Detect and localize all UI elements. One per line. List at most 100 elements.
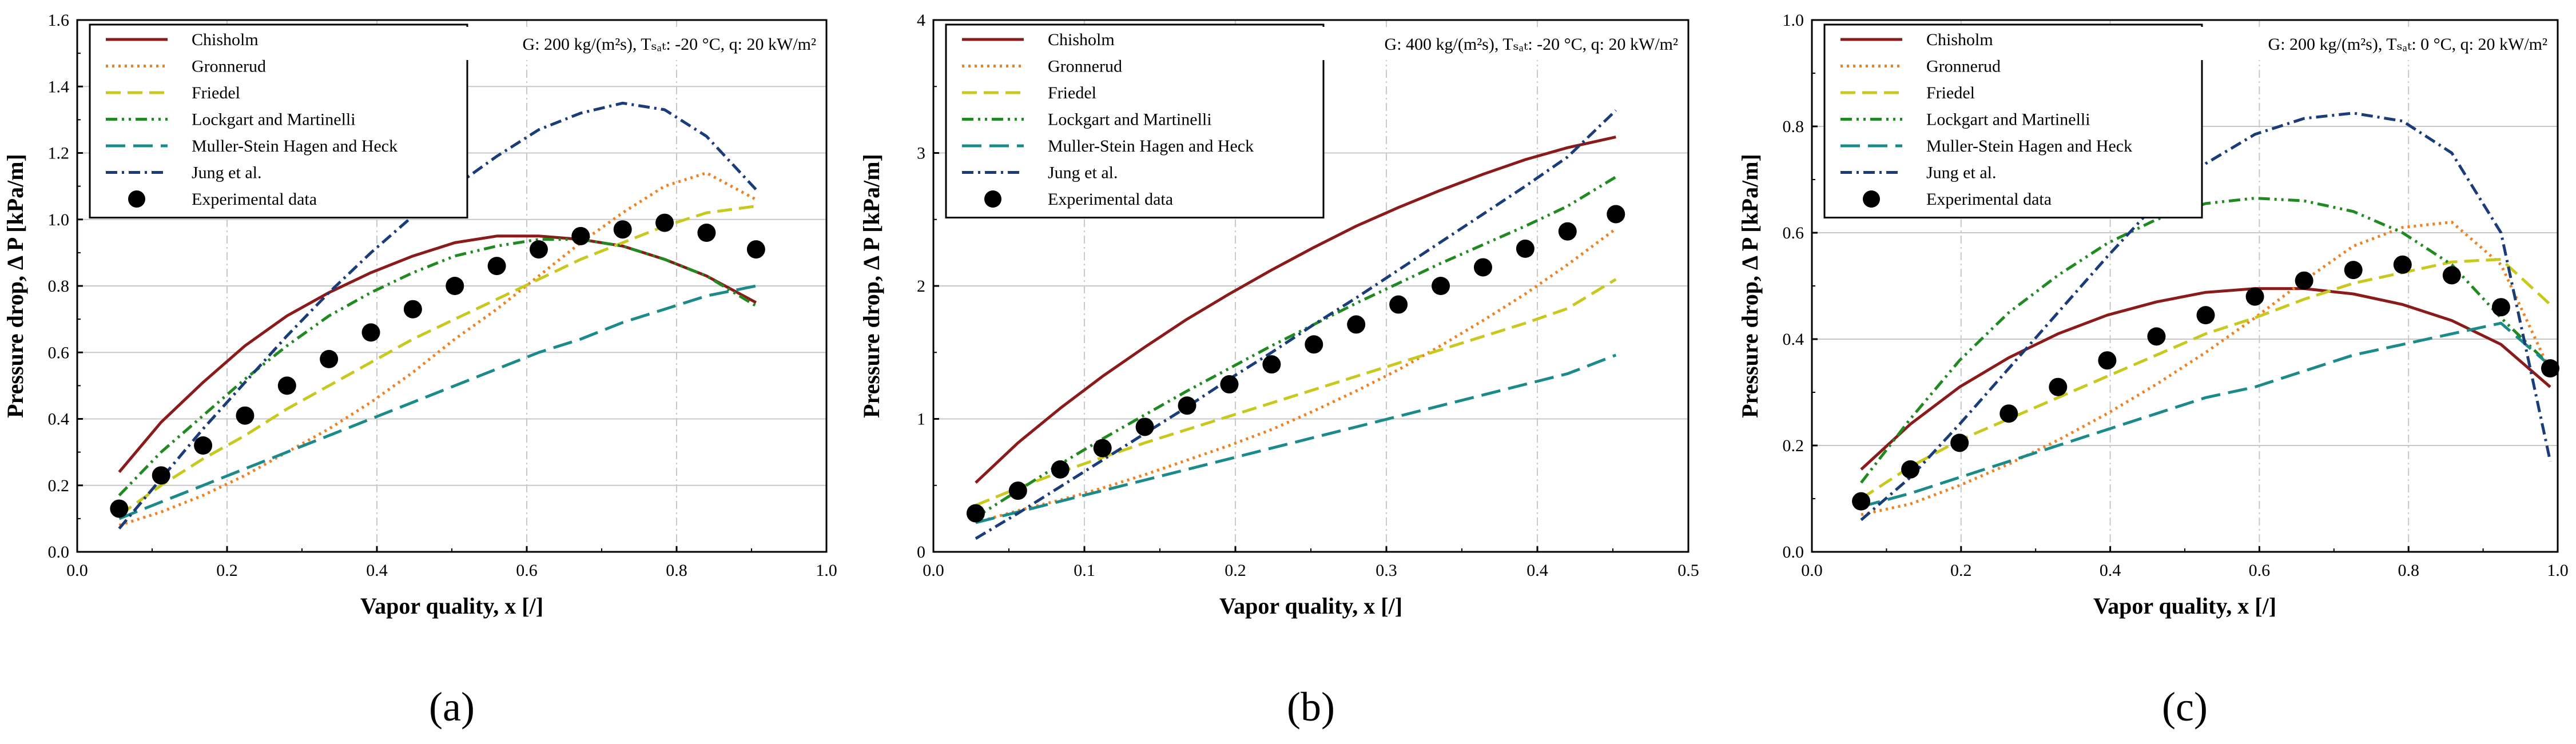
- chart-b-legend-label: Experimental data: [1048, 190, 1173, 209]
- chart-a-experimental-point: [152, 466, 170, 485]
- chart-b-experimental-point: [1389, 295, 1408, 314]
- chart-a-experimental-point: [487, 257, 506, 276]
- chart-a-experimental-point: [194, 436, 213, 455]
- chart-c-legend-label: Jung et al.: [1926, 164, 1996, 182]
- chart-a-legend-label: Friedel: [192, 83, 240, 102]
- chart-b-experimental-point: [1008, 482, 1027, 500]
- chart-c-legend-box: [1823, 23, 2203, 218]
- chart-b-condition-box: G: 400 kg/(m²s), Tₛₐₜ: -20 °C, q: 20 kW/…: [1315, 27, 1681, 60]
- chart-a-legend-label: Jung et al.: [192, 164, 261, 182]
- chart-b-ytick-label: 0: [917, 543, 925, 562]
- chart-b-experimental-point: [1347, 315, 1366, 334]
- chart-c-experimental-point: [1852, 492, 1871, 511]
- chart-c-series-chisholm: [1860, 287, 2551, 471]
- chart-a-xlabel: Vapor quality, x [/]: [360, 593, 543, 619]
- chart-a-ytick-label: 0.4: [48, 410, 70, 429]
- chart-a-xtick-label: 0.8: [666, 561, 687, 580]
- chart-b-legend-label: Chisholm: [1048, 30, 1115, 49]
- chart-b-legend-item-lockgart-and-martinelli: Lockgart and Martinelli: [962, 110, 1212, 129]
- chart-a-legend-label: Chisholm: [192, 30, 259, 49]
- chart-a-series-friedel: [118, 205, 757, 517]
- chart-c-experimental-point: [2393, 255, 2412, 274]
- chart-a-series-gronnerud: [118, 171, 757, 527]
- chart-c-legend-item-muller-stein-hagen-and-heck: Muller-Stein Hagen and Heck: [1840, 137, 2132, 156]
- chart-c-xtick-label: 0.4: [2100, 561, 2121, 580]
- chart-a-ytick-label: 1.6: [48, 11, 70, 30]
- chart-a-condition-bg: [454, 27, 820, 60]
- chart-a-legend: Chisholm Gronnerud Friedel Lockgart and Mar…: [89, 23, 468, 218]
- chart-a-experimental-point: [613, 220, 632, 239]
- chart-c-experimental-point: [2442, 266, 2461, 285]
- chart-b-series-gronnerud: [975, 227, 1617, 524]
- chart-a-ytick-label: 0.6: [48, 343, 70, 362]
- chart-a-legend-label: Gronnerud: [192, 57, 266, 76]
- chart-b-xtick-label: 0.0: [923, 561, 944, 580]
- chart-c-legend-label: Gronnerud: [1926, 57, 2001, 76]
- chart-c-ytick-label: 0.0: [1783, 543, 1804, 562]
- chart-b-legend-label: Gronnerud: [1048, 57, 1122, 76]
- chart-b-series-chisholm: [975, 136, 1616, 484]
- chart-a-experimental-point: [110, 499, 129, 518]
- chart-b-experimental-point: [1262, 355, 1281, 374]
- chart-a-experimental-point: [529, 240, 548, 259]
- chart-c-legend-item-jung-et-al: Jung et al.: [1840, 164, 1996, 182]
- chart-a-ytick-label: 0.2: [48, 476, 70, 495]
- chart-c-legend-swatch: [1863, 190, 1880, 208]
- chart-c-legend-item-lockgart-and-martinelli: Lockgart and Martinelli: [1840, 110, 2090, 129]
- chart-c-experimental-point: [2295, 271, 2313, 290]
- chart-a-legend-label: Lockgart and Martinelli: [192, 110, 356, 129]
- chart-b-legend-item-chisholm: Chisholm: [962, 30, 1115, 49]
- chart-a-legend-item-friedel: Friedel: [106, 83, 240, 102]
- chart-c-ytick-label: 0.2: [1783, 436, 1804, 455]
- chart-c-experimental-point: [1999, 404, 2018, 423]
- chart-c-xtick-label: 0.0: [1801, 561, 1823, 580]
- chart-b-xtick-label: 0.1: [1074, 561, 1095, 580]
- chart-c-experimental-point: [2344, 261, 2363, 280]
- chart-b-ytick-label: 1: [917, 410, 925, 429]
- chart-b-legend-item-gronnerud: Gronnerud: [962, 57, 1122, 76]
- chart-a-legend-item-muller-stein-hagen-and-heck: Muller-Stein Hagen and Heck: [106, 137, 397, 156]
- chart-b-experimental-point: [1093, 439, 1112, 457]
- chart-b-xtick-label: 0.3: [1376, 561, 1397, 580]
- chart-a-legend-label: Muller-Stein Hagen and Heck: [192, 137, 397, 156]
- chart-a-xtick-label: 0.6: [516, 561, 538, 580]
- chart-b-legend-label: Lockgart and Martinelli: [1048, 110, 1212, 129]
- chart-a-series-chisholm: [118, 234, 757, 474]
- chart-b-legend-label: Friedel: [1048, 83, 1096, 102]
- chart-a-legend-item-experimental-data: Experimental data: [128, 190, 317, 209]
- chart-c-xtick-label: 0.2: [1950, 561, 1972, 580]
- chart-b-legend-item-muller-stein-hagen-and-heck: Muller-Stein Hagen and Heck: [962, 137, 1254, 156]
- chart-a-series-muller-stein-hagen-and-heck: [118, 284, 757, 520]
- chart-b-experimental-point: [1558, 222, 1577, 241]
- chart-c-experimental-point: [1950, 433, 1969, 452]
- chart-c-legend-label: Lockgart and Martinelli: [1926, 110, 2090, 129]
- chart-c-series-lockgart-and-martinelli: [1860, 197, 2551, 484]
- chart-c-legend-label: Muller-Stein Hagen and Heck: [1926, 137, 2132, 156]
- chart-b-experimental-point: [1516, 239, 1535, 258]
- chart-b-ytick-label: 4: [917, 11, 925, 30]
- chart-a-xtick-label: 0.4: [366, 561, 388, 580]
- chart-a-panel-label: (a): [429, 684, 475, 730]
- chart-b-experimental-point: [966, 504, 985, 523]
- chart-a-legend-item-lockgart-and-martinelli: Lockgart and Martinelli: [106, 110, 356, 129]
- chart-c-experimental-point: [2147, 327, 2166, 346]
- chart-a-legend-item-gronnerud: Gronnerud: [106, 57, 266, 76]
- chart-b-experimental-point: [1607, 205, 1625, 224]
- chart-a-condition-box: G: 200 kg/(m²s), Tₛₐₜ: -20 °C, q: 20 kW/…: [454, 27, 820, 60]
- chart-a-experimental-point: [697, 224, 716, 242]
- chart-c-experimental-point: [2196, 306, 2215, 325]
- chart-a-experimental-point: [403, 300, 422, 319]
- chart-b-ytick-label: 2: [917, 277, 925, 296]
- chart-b-condition-bg: [1315, 27, 1681, 60]
- chart-c-xlabel: Vapor quality, x [/]: [2093, 593, 2276, 619]
- chart-a: 0.0 0.2 0.4 0.6 0.8 1.0 0.0 0.2 0.4 0.6 0.8 1.0 1.2 1…: [2, 11, 837, 730]
- chart-c-legend-item-chisholm: Chisholm: [1840, 30, 1993, 49]
- chart-a-xtick-label: 0.0: [66, 561, 88, 580]
- chart-b-series-muller-stein-hagen-and-heck: [975, 353, 1617, 524]
- chart-c-series-gronnerud: [1861, 220, 2552, 516]
- chart-a-condition-text: G: 200 kg/(m²s), Tₛₐₜ: -20 °C, q: 20 kW/…: [523, 35, 816, 54]
- chart-c-legend-item-friedel: Friedel: [1840, 83, 1975, 102]
- chart-b-legend-label: Jung et al.: [1048, 164, 1118, 182]
